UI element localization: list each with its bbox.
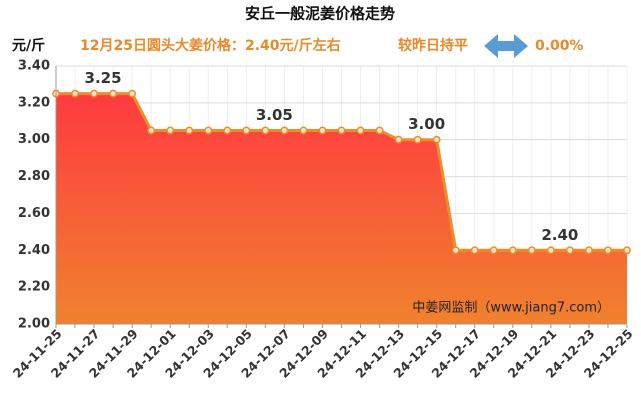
y-tick-label: 3.20 (18, 95, 50, 110)
marker (413, 135, 422, 144)
marker (109, 89, 118, 98)
value-label: 2.40 (541, 226, 578, 244)
marker (546, 246, 555, 255)
marker (584, 246, 593, 255)
marker (204, 126, 213, 135)
marker (470, 246, 479, 255)
marker (527, 246, 536, 255)
marker (356, 126, 365, 135)
change-value: 0.00% (535, 38, 584, 54)
marker (147, 126, 156, 135)
watermark: 中姜网监制（www.jiang7.com） (412, 301, 610, 316)
y-axis-label: 元/斤 (12, 37, 45, 54)
marker (451, 246, 460, 255)
marker (337, 126, 346, 135)
y-tick-label: 3.00 (18, 132, 50, 147)
area (56, 93, 627, 325)
marker (223, 126, 232, 135)
marker (242, 126, 251, 135)
marker (565, 246, 574, 255)
y-tick-label: 2.40 (18, 243, 50, 258)
value-label: 3.05 (256, 106, 293, 124)
y-tick-label: 3.40 (18, 59, 50, 74)
marker (166, 126, 175, 135)
subtitle: 12月25日圆头大姜价格：2.40元/斤左右 (80, 37, 341, 54)
marker (261, 126, 270, 135)
chart-title: 安丘一般泥姜价格走势 (245, 5, 395, 23)
marker (280, 126, 289, 135)
marker (90, 89, 99, 98)
change-text: 较昨日持平 (398, 37, 468, 54)
flat-arrow-icon (484, 34, 528, 58)
marker (432, 135, 441, 144)
marker (71, 89, 79, 98)
marker (604, 246, 612, 255)
value-label: 3.25 (85, 69, 122, 87)
marker (489, 246, 498, 255)
marker (375, 126, 384, 135)
y-tick-label: 2.00 (18, 317, 50, 332)
marker (623, 246, 631, 255)
marker (508, 246, 517, 255)
y-tick-label: 2.80 (18, 169, 50, 184)
plot-area: 2.00 2.20 2.40 2.60 2.80 3.00 3.20 3.40 3.25 3.05… (10, 59, 636, 381)
marker (394, 135, 403, 144)
marker (299, 126, 308, 135)
y-tick-label: 2.20 (18, 280, 50, 295)
y-tick-label: 2.60 (18, 206, 50, 221)
value-label: 3.00 (408, 115, 445, 133)
marker (128, 89, 137, 98)
marker (318, 126, 327, 135)
marker (185, 126, 194, 135)
